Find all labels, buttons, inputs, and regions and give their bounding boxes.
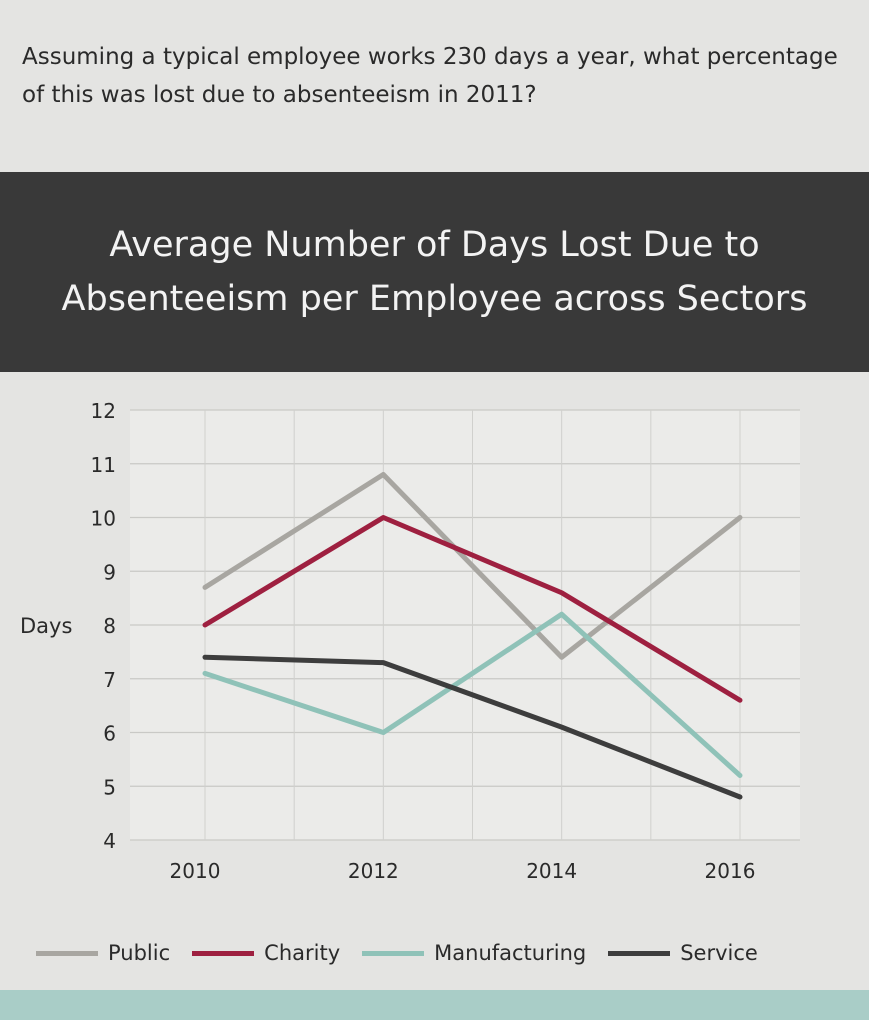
x-tick-label: 2012	[348, 859, 399, 883]
y-tick-label: 6	[103, 722, 116, 746]
legend-swatch	[608, 950, 671, 956]
y-tick-label: 9	[103, 560, 116, 584]
chart-svg: 4 5 6 7 8 9 10 11 12 2010 2012 2014 2016 Days	[20, 399, 800, 883]
legend-label: Charity	[264, 941, 341, 965]
line-chart: 4 5 6 7 8 9 10 11 12 2010 2012 2014 2016 Days	[0, 380, 869, 940]
series-line-service	[202, 654, 743, 800]
question-text: Assuming a typical employee works 230 da…	[22, 44, 838, 108]
legend-item-public: Public	[36, 941, 178, 965]
y-tick-label: 5	[103, 775, 116, 799]
legend-item-service: Service	[608, 941, 766, 965]
y-tick-label: 10	[91, 507, 116, 531]
series-line-manufacturing	[202, 611, 743, 778]
chart-title: Average Number of Days Lost Due to Absen…	[61, 225, 808, 319]
y-tick-label: 7	[103, 668, 116, 692]
y-tick-label: 11	[91, 453, 116, 477]
chart-title-banner: Average Number of Days Lost Due to Absen…	[0, 172, 869, 372]
x-tick-label: 2016	[705, 859, 756, 883]
y-axis-title: Days	[20, 614, 72, 638]
legend-item-charity: Charity	[192, 941, 348, 965]
x-tick-label: 2014	[526, 859, 577, 883]
legend-label: Service	[680, 941, 758, 965]
bottom-strip	[0, 990, 869, 1020]
chart-legend: Public Charity Manufacturing Service	[36, 928, 836, 978]
legend-item-manufacturing: Manufacturing	[362, 941, 594, 965]
y-tick-label: 8	[103, 614, 116, 638]
series-line-public	[202, 472, 743, 660]
series-line-charity	[202, 515, 743, 703]
legend-swatch	[362, 950, 425, 956]
legend-label: Manufacturing	[434, 941, 587, 965]
legend-swatch	[36, 950, 98, 956]
legend-label: Public	[108, 941, 171, 965]
y-tick-label: 4	[103, 829, 116, 853]
legend-swatch	[192, 950, 255, 956]
x-tick-label: 2010	[170, 859, 221, 883]
y-tick-label: 12	[91, 399, 116, 423]
